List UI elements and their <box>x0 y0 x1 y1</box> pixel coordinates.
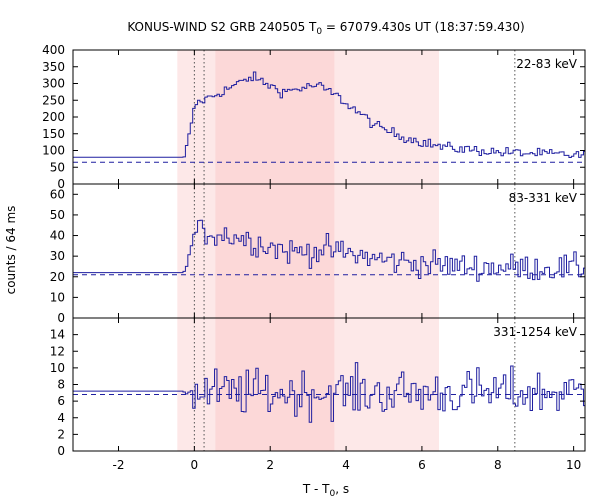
y-tick-label-3-4: 6 <box>57 394 65 408</box>
y-tick-label-2-7: 60 <box>50 187 65 201</box>
y-tick-label-1-2: 50 <box>50 160 65 174</box>
y-tick-label-3-7: 12 <box>50 344 65 358</box>
light-curve-1 <box>73 71 585 158</box>
x-tick-label-1: -2 <box>113 458 125 472</box>
shaded-interval-1-2 <box>215 50 335 184</box>
band-label-3: 331-1254 keV <box>493 325 577 339</box>
y-tick-label-1-1: 0 <box>57 177 65 191</box>
y-tick-label-3-1: 0 <box>57 444 65 458</box>
light-curve-3 <box>73 362 585 423</box>
band-label-1: 22-83 keV <box>516 57 578 71</box>
x-tick-label-3: 2 <box>266 458 274 472</box>
y-tick-label-1-5: 200 <box>42 110 65 124</box>
y-tick-label-3-8: 14 <box>50 328 65 342</box>
y-tick-label-3-3: 4 <box>57 411 65 425</box>
y-tick-label-1-8: 350 <box>42 60 65 74</box>
shaded-interval-3-2 <box>215 318 335 451</box>
x-axis-label: T - T0, s <box>302 482 349 499</box>
y-tick-label-1-4: 150 <box>42 127 65 141</box>
y-tick-label-1-9: 400 <box>42 43 65 57</box>
shaded-interval-2-3 <box>334 184 439 318</box>
band-label-2: 83-331 keV <box>509 191 578 205</box>
y-tick-label-1-3: 100 <box>42 144 65 158</box>
axis-ticks: 22-83 keV05010015020025030035040083-331 … <box>42 43 585 472</box>
x-tick-label-2: 0 <box>191 458 199 472</box>
shaded-interval-1-1 <box>177 50 216 184</box>
background-levels <box>73 161 585 395</box>
y-tick-label-2-1: 0 <box>57 311 65 325</box>
light-curves <box>73 71 585 423</box>
y-axis-label: counts / 64 ms <box>4 206 18 295</box>
chart-title: KONUS-WIND S2 GRB 240505 T0 = 67079.430s… <box>127 20 524 37</box>
x-tick-label-7: 10 <box>566 458 581 472</box>
y-tick-label-2-3: 20 <box>50 270 65 284</box>
y-tick-label-1-7: 300 <box>42 77 65 91</box>
shaded-interval-1-3 <box>334 50 439 184</box>
y-tick-label-3-2: 2 <box>57 427 65 441</box>
x-tick-label-4: 4 <box>342 458 350 472</box>
y-tick-label-2-4: 30 <box>50 249 65 263</box>
y-tick-label-1-6: 250 <box>42 93 65 107</box>
light-curve-2 <box>73 219 585 282</box>
y-tick-label-3-5: 8 <box>57 378 65 392</box>
y-tick-label-3-6: 10 <box>50 361 65 375</box>
x-tick-label-5: 6 <box>418 458 426 472</box>
shaded-interval-2-1 <box>177 184 216 318</box>
shaded-interval-3-3 <box>334 318 439 451</box>
y-tick-label-2-2: 10 <box>50 290 65 304</box>
y-tick-label-2-5: 40 <box>50 229 65 243</box>
y-tick-label-2-6: 50 <box>50 208 65 222</box>
x-tick-label-6: 8 <box>494 458 502 472</box>
